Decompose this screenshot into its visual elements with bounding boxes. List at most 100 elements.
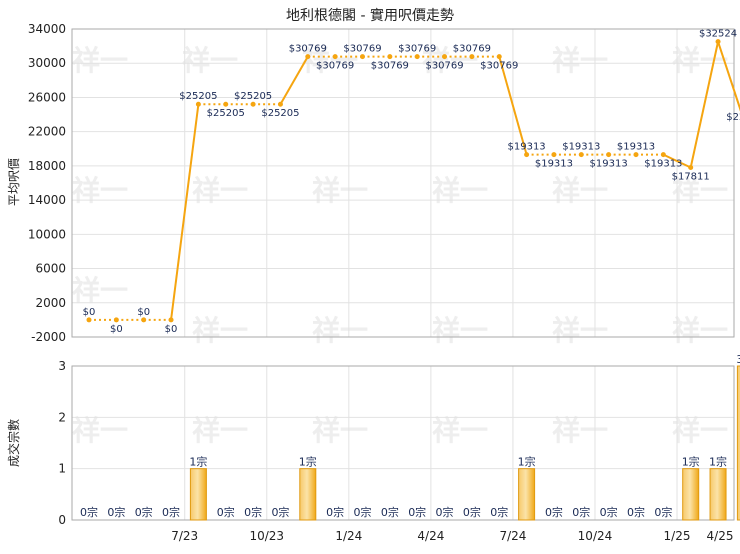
count-y-axis-label: 成交宗數 <box>6 419 21 467</box>
watermark-text: 祥一 <box>312 414 368 447</box>
price-point-label: $30769 <box>343 44 381 55</box>
price-point-label: $30769 <box>425 61 463 72</box>
price-point <box>113 317 119 323</box>
count-bar-label: 0宗 <box>244 505 262 519</box>
count-bar-label: 0宗 <box>326 505 344 519</box>
price-point-label: $19313 <box>508 142 546 153</box>
count-bar-label: 0宗 <box>545 505 563 519</box>
price-point <box>578 152 584 158</box>
count-bar-label: 0宗 <box>600 505 618 519</box>
count-bar <box>518 468 536 521</box>
price-point <box>688 165 694 171</box>
price-point <box>606 152 612 158</box>
watermark-text: 祥一 <box>432 414 488 447</box>
x-tick-label: 10/24 <box>578 529 613 543</box>
x-tick-label: 1/24 <box>335 529 362 543</box>
count-bar-label: 0宗 <box>381 505 399 519</box>
count-bar-label: 3宗 <box>736 352 740 366</box>
price-point <box>141 317 147 323</box>
watermark-text: 祥一 <box>72 274 128 307</box>
watermark-text: 祥一 <box>312 314 368 347</box>
price-point-label: $25205 <box>179 91 217 102</box>
price-line-segment <box>689 41 720 168</box>
watermark-text: 祥一 <box>552 44 608 77</box>
count-bar-label: 0宗 <box>271 505 289 519</box>
count-bar-label: 1宗 <box>299 455 317 469</box>
price-point <box>195 101 201 107</box>
price-y-tick-label: 18000 <box>28 159 66 173</box>
price-point-label: $0 <box>83 307 96 318</box>
count-plot-frame <box>71 365 735 521</box>
count-bar-label: 0宗 <box>135 505 153 519</box>
price-point-label: $30769 <box>371 61 409 72</box>
price-y-tick-label: 30000 <box>28 56 66 70</box>
price-y-tick-label: -2000 <box>31 330 66 344</box>
count-bar-label: 0宗 <box>408 505 426 519</box>
price-y-tick-label: 10000 <box>28 227 66 241</box>
count-bar-label: 0宗 <box>463 505 481 519</box>
price-point <box>469 54 475 60</box>
price-point <box>223 101 229 107</box>
price-point-label: $32524 <box>699 29 737 40</box>
count-bar <box>189 468 207 521</box>
count-bar-label: 0宗 <box>162 505 180 519</box>
price-point-label: $30769 <box>316 61 354 72</box>
price-point-label: $22804 <box>726 112 740 123</box>
price-point <box>387 54 393 60</box>
count-bar-label: 0宗 <box>572 505 590 519</box>
price-point <box>414 54 420 60</box>
price-point-label: $19313 <box>562 142 600 153</box>
price-line-segment <box>279 56 309 105</box>
watermark-text: 祥一 <box>552 174 608 207</box>
price-y-tick-label: 22000 <box>28 125 66 139</box>
x-tick-label: 7/24 <box>499 529 526 543</box>
price-point-label: $25205 <box>261 108 299 119</box>
price-y-tick-label: 6000 <box>35 262 66 276</box>
count-bar <box>299 468 317 521</box>
x-tick-label: 1/25 <box>664 529 691 543</box>
x-tick-label: 10/23 <box>249 529 284 543</box>
watermark-text: 祥一 <box>432 314 488 347</box>
price-point <box>524 152 530 158</box>
watermark-text: 祥一 <box>672 174 728 207</box>
price-y-tick-label: 26000 <box>28 90 66 104</box>
price-point <box>277 101 283 107</box>
count-bar-label: 1宗 <box>518 455 536 469</box>
price-point-label: $30769 <box>480 61 518 72</box>
watermark-text: 祥一 <box>552 414 608 447</box>
x-tick-label: 4/24 <box>417 529 444 543</box>
price-y-tick-label: 2000 <box>35 296 66 310</box>
count-bar-label: 0宗 <box>80 505 98 519</box>
watermark-text: 祥一 <box>672 414 728 447</box>
count-y-tick-label: 2 <box>58 410 66 424</box>
count-bar-label: 0宗 <box>627 505 645 519</box>
watermark-text: 祥一 <box>72 44 128 77</box>
count-bar-label: 0宗 <box>490 505 508 519</box>
chart-title: 地利根德閣 - 實用呎價走勢 <box>286 7 454 24</box>
price-point-label: $19313 <box>590 159 628 170</box>
price-point-label: $30769 <box>398 44 436 55</box>
count-bar-label: 1宗 <box>709 455 727 469</box>
price-point <box>715 39 721 45</box>
count-bar <box>736 365 740 521</box>
count-bar-label: 1宗 <box>189 455 207 469</box>
watermark-text: 祥一 <box>192 174 248 207</box>
price-point-label: $17811 <box>672 172 710 183</box>
watermark-text: 祥一 <box>182 44 238 77</box>
count-y-tick-label: 1 <box>58 462 66 476</box>
price-point-label: $0 <box>165 324 178 335</box>
count-bar <box>682 468 700 521</box>
watermark-text: 祥一 <box>72 174 128 207</box>
count-y-tick-label: 3 <box>58 359 66 373</box>
watermark-text: 祥一 <box>672 314 728 347</box>
x-tick-label: 7/23 <box>171 529 198 543</box>
count-bar-label: 0宗 <box>354 505 372 519</box>
price-point <box>633 152 639 158</box>
price-point-label: $19313 <box>644 159 682 170</box>
count-bar-label: 0宗 <box>107 505 125 519</box>
price-y-tick-label: 14000 <box>28 193 66 207</box>
watermark-text: 祥一 <box>192 414 248 447</box>
price-point <box>551 152 557 158</box>
watermark-text: 祥一 <box>72 414 128 447</box>
